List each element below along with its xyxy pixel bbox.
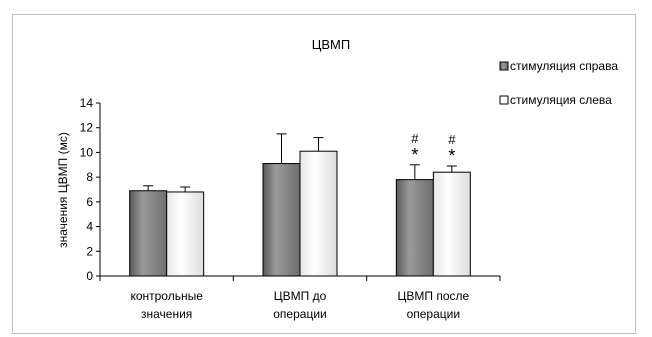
- x-tick-label: ЦВМП после операции: [397, 289, 469, 321]
- significance-hash: #: [411, 131, 419, 146]
- y-tick-label: 4: [86, 220, 93, 234]
- error-bars: [143, 133, 457, 192]
- y-tick-label: 12: [80, 121, 94, 135]
- legend-swatch-series-1: [499, 61, 509, 71]
- significance-star: *: [411, 145, 418, 165]
- bar-right-stim-cat1: [129, 190, 168, 277]
- y-tick-label: 6: [86, 195, 93, 209]
- x-tick-label-line: операции: [407, 307, 460, 321]
- y-tick-label: 0: [86, 269, 93, 283]
- bar-left-stim-cat1: [166, 191, 205, 277]
- legend: стимуляция справа стимуляция слева: [499, 59, 618, 107]
- significance-star: *: [448, 146, 455, 166]
- bar-right-stim-cat2: [262, 163, 301, 277]
- bar-right-stim-cat3: [395, 179, 434, 277]
- x-tick-label-line: ЦВМП после: [397, 289, 469, 303]
- bar-left-stim-cat2: [299, 150, 338, 277]
- legend-label-series-1: стимуляция справа: [510, 59, 618, 73]
- bar-left-stim-cat3: [432, 171, 471, 277]
- x-tick-label-line: ЦВМП до: [274, 289, 327, 303]
- bars: [129, 150, 471, 277]
- x-tick-label: контрольные значения: [130, 289, 203, 321]
- x-tick-label-line: контрольные: [130, 289, 203, 303]
- x-tick-label-line: значения: [141, 307, 192, 321]
- significance-hash: #: [448, 132, 456, 147]
- y-tick-label: 10: [80, 145, 94, 159]
- significance-markers: #*#*: [411, 131, 456, 166]
- chart-title: ЦВМП: [312, 37, 350, 52]
- y-tick-label: 2: [86, 244, 93, 258]
- legend-label-series-2: стимуляция слева: [510, 93, 612, 107]
- x-tick-label-line: операции: [273, 307, 326, 321]
- y-tick-label: 14: [80, 96, 94, 110]
- y-tick-label: 8: [86, 170, 93, 184]
- legend-swatch-series-2: [499, 95, 509, 105]
- x-tick-label: ЦВМП до операции: [273, 289, 326, 321]
- y-axis-label: значения ЦВМП (мс): [56, 132, 70, 248]
